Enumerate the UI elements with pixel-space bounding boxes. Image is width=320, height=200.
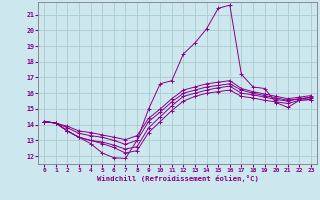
X-axis label: Windchill (Refroidissement éolien,°C): Windchill (Refroidissement éolien,°C) <box>97 175 259 182</box>
